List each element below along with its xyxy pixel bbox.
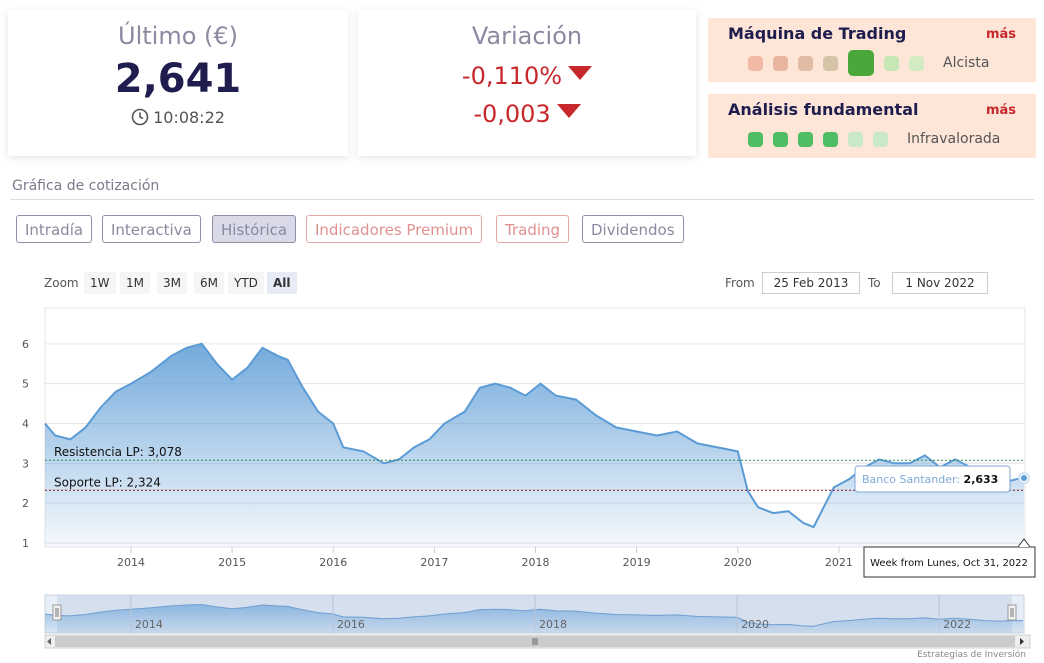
valuation-dot xyxy=(873,132,888,147)
variation-percent: -0,110% xyxy=(358,62,696,90)
x-tick-label: 2014 xyxy=(117,556,145,569)
arrow-down-icon xyxy=(556,104,581,118)
last-update-time: 10:08:22 xyxy=(8,108,348,130)
y-tick-label: 1 xyxy=(22,537,29,550)
hover-point xyxy=(1019,473,1028,482)
last-price-value: 2,641 xyxy=(114,56,242,102)
variation-absolute: -0,003 xyxy=(358,100,696,128)
last-price-card: Último (€) 2,641 10:08:22 xyxy=(8,10,348,156)
navigator-line xyxy=(44,603,1024,627)
navigator-handle[interactable] xyxy=(1007,604,1017,621)
trading-signal-dot xyxy=(773,56,788,71)
navigator-tick-label: 2020 xyxy=(741,618,769,631)
zoom-3m-button[interactable]: 3M xyxy=(157,272,187,294)
navigator-area xyxy=(45,604,1023,633)
fundamental-analysis-state: Infravalorada xyxy=(907,131,1001,147)
trading-machine-title: Máquina de Trading xyxy=(728,24,907,43)
series-area-fill xyxy=(45,343,1024,547)
from-label: From xyxy=(725,276,755,290)
reference-line-label: Resistencia LP: 3,078 xyxy=(54,445,182,459)
trading-signal-dot xyxy=(884,56,899,71)
y-tick-label: 4 xyxy=(22,418,29,431)
section-divider xyxy=(10,199,1034,200)
date-label-text: Week from Lunes, Oct 31, 2022 xyxy=(870,558,1028,569)
x-tick-label: 2016 xyxy=(319,556,347,569)
tab-dividendos[interactable]: Dividendos xyxy=(582,215,684,243)
trading-machine-panel: Máquina de Trading más Alcista xyxy=(708,18,1036,82)
y-tick-label: 6 xyxy=(22,338,29,351)
tooltip-series: Banco Santander: xyxy=(862,473,964,486)
zoom-all-button[interactable]: All xyxy=(267,272,297,294)
tooltip-value: 2,633 xyxy=(964,473,999,486)
tab-interactiva[interactable]: Interactiva xyxy=(102,215,201,243)
section-title: Gráfica de cotización xyxy=(12,178,160,194)
scroll-left-arrow-icon[interactable] xyxy=(47,638,51,645)
price-chart: 1 2 3 4 5 6 Resistencia LP: 3,078 Soporte LP: … xyxy=(22,307,1036,649)
x-axis: 201420152016201720182019202020212022 xyxy=(117,547,954,569)
variation-percent-value: -0,110% xyxy=(461,62,563,90)
to-date-input[interactable]: 1 Nov 2022 xyxy=(892,272,988,294)
tab-indicadores-premium[interactable]: Indicadores Premium xyxy=(306,215,483,243)
variation-absolute-value: -0,003 xyxy=(473,100,551,128)
valuation-dot xyxy=(748,132,763,147)
y-axis: 1 2 3 4 5 6 xyxy=(22,338,29,550)
series-line xyxy=(44,342,1025,529)
fundamental-analysis-more-link[interactable]: más xyxy=(985,103,1016,118)
last-price-title: Último (€) xyxy=(118,22,238,50)
y-tick-label: 3 xyxy=(22,457,29,470)
navigator-tick-label: 2014 xyxy=(135,618,163,631)
navigator-tick-label: 2022 xyxy=(943,618,971,631)
y-tick-label: 2 xyxy=(22,497,29,510)
scroll-right-arrow-icon[interactable] xyxy=(1020,638,1024,645)
tab-trading[interactable]: Trading xyxy=(496,215,570,243)
valuation-dot xyxy=(798,132,813,147)
valuation-dot xyxy=(848,132,863,147)
fundamental-analysis-panel: Análisis fundamental más Infravalorada xyxy=(708,94,1036,158)
zoom-6m-button[interactable]: 6M xyxy=(194,272,224,294)
series-area xyxy=(44,342,1025,547)
time-text: 10:08:22 xyxy=(153,108,225,127)
fundamental-analysis-title: Análisis fundamental xyxy=(728,100,919,119)
trading-signal-dot xyxy=(909,56,924,71)
tooltip-text: Banco Santander: 2,633 xyxy=(862,473,998,486)
clock-icon xyxy=(131,108,149,130)
zoom-label: Zoom xyxy=(44,276,79,290)
trading-machine-more-link[interactable]: más xyxy=(985,27,1016,42)
navigator-tick-label: 2018 xyxy=(539,618,567,631)
x-tick-label: 2020 xyxy=(724,556,752,569)
x-tick-label: 2015 xyxy=(218,556,246,569)
variation-card: Variación -0,110% -0,003 xyxy=(358,10,696,156)
from-date-input[interactable]: 25 Feb 2013 xyxy=(762,272,860,294)
navigator-handle[interactable] xyxy=(52,604,62,621)
trading-signal-dot xyxy=(798,56,813,71)
valuation-dot xyxy=(773,132,788,147)
reference-line-label: Soporte LP: 2,324 xyxy=(54,475,161,489)
trading-signal-dot xyxy=(748,56,763,71)
variation-title: Variación xyxy=(471,22,583,50)
x-tick-label: 2021 xyxy=(825,556,853,569)
to-label: To xyxy=(868,276,881,290)
x-tick-label: 2017 xyxy=(420,556,448,569)
navigator-tick-label: 2016 xyxy=(337,618,365,631)
date-label-box xyxy=(863,546,1036,578)
trading-machine-state: Alcista xyxy=(943,55,990,71)
valuation-dot xyxy=(823,132,838,147)
trading-signal-dot xyxy=(848,50,874,76)
chart-tooltip: Banco Santander: 2,633 Week from Lunes, O… xyxy=(854,465,1036,578)
tooltip-box xyxy=(854,465,1011,493)
zoom-1m-button[interactable]: 1M xyxy=(120,272,150,294)
zoom-ytd-button[interactable]: YTD xyxy=(228,272,264,294)
date-label-pointer xyxy=(1017,538,1031,548)
tab-historica[interactable]: Histórica xyxy=(212,215,297,243)
x-tick-label: 2018 xyxy=(522,556,550,569)
credits-text: Estrategias de Inversión xyxy=(917,650,1026,660)
y-tick-label: 5 xyxy=(22,378,29,391)
zoom-1w-button[interactable]: 1W xyxy=(84,272,116,294)
x-tick-label: 2019 xyxy=(623,556,651,569)
trading-signal-dot xyxy=(823,56,838,71)
arrow-down-icon xyxy=(568,66,593,80)
navigator[interactable]: 2014 2016 2018 2020 2022 xyxy=(44,594,1031,649)
tab-intradia[interactable]: Intradía xyxy=(16,215,93,243)
